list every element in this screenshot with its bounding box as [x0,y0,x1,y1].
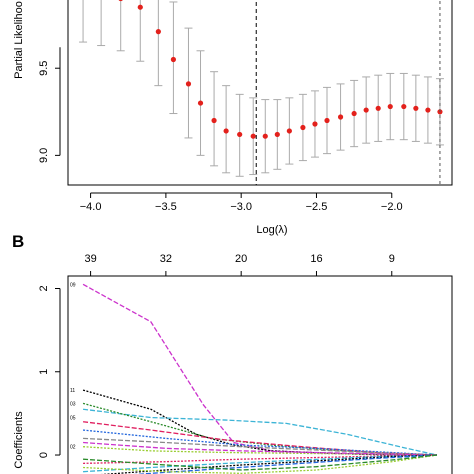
top-axis-label: 20 [235,253,247,265]
data-point [185,81,192,87]
data-point [425,107,431,113]
panel-a-x-axis: −4.0 −3.5 −3.0 −2.5 −2.0 [80,192,403,213]
variable-label: 11 [70,388,75,394]
panel-a-x-axis-label: Log(λ) [256,224,287,236]
data-point [375,105,381,111]
top-axis-label: 32 [160,253,172,265]
panel-a-points [118,0,443,139]
panel-b-coefficient-paths [82,283,438,474]
variable-label: 05 [70,416,76,422]
panel-a-error-bars [79,0,444,177]
coefficient-path [83,454,438,474]
top-axis-label: 16 [310,253,322,265]
data-point [300,124,306,131]
variable-label: 03 [70,401,76,407]
coefficient-path [83,446,437,456]
coefficient-path [82,408,438,456]
data-point [155,29,161,35]
data-point [250,133,256,139]
data-point [363,107,369,113]
data-point [351,110,357,117]
panel-b-variable-labels: 091103050202 [70,282,76,451]
panel-b-plot-frame [67,275,453,474]
coefficient-path [82,402,437,456]
x-tick-label: −3.5 [155,201,177,213]
x-tick-label: −4.0 [80,201,102,213]
y-tick-label: 9.0 [38,148,50,163]
coefficient-path [82,283,437,456]
x-tick-label: −2.5 [306,201,328,213]
panel-a-likelihood-plot: −4.0 −3.5 −3.0 −2.5 −2.0 9.0 9.5 Log(λ) Parti… [13,0,453,236]
panel-a-plot-frame [67,0,453,186]
top-axis-label: 39 [84,253,96,265]
coefficient-path [83,454,437,473]
data-point [387,103,393,110]
coefficient-path [99,454,437,474]
data-point [137,4,143,10]
y-tick-label: 1 [38,369,50,375]
data-point [211,117,217,124]
data-point [286,128,292,134]
x-tick-label: −3.0 [230,201,252,213]
data-point [401,103,407,110]
panel-b-label: B [12,232,24,251]
data-point [324,117,330,124]
y-tick-label: 0 [38,452,50,458]
coefficient-path [83,437,437,456]
y-tick-label: 2 [38,285,50,291]
coefficient-path [83,441,437,456]
data-point [237,131,243,138]
x-tick-label: −2.0 [381,201,403,213]
y-tick-label: 9.5 [38,61,50,76]
data-point [413,105,419,111]
data-point [170,56,177,63]
data-point [118,0,123,2]
data-point [312,121,318,127]
data-point [223,128,229,134]
panel-a-vertical-lines [255,0,441,185]
panel-b-y-axis-label: Coefficients [13,411,25,469]
top-axis-label: 9 [389,253,395,265]
panel-b-y-axis: 0 1 2 [38,285,61,458]
variable-label: 02 [70,445,76,451]
coefficient-path [133,454,437,474]
panel-b-top-axis: 39 32 20 16 9 [84,253,395,276]
panel-a-y-axis-label: Partial Likelihoo [13,1,25,79]
data-point [262,133,268,139]
variable-label: 09 [70,282,76,288]
coefficient-path [83,454,438,471]
panel-a-y-axis: 9.0 9.5 [38,47,61,163]
data-point [274,131,280,138]
data-point [197,100,204,106]
coefficient-path [82,429,437,456]
data-point [337,114,344,120]
